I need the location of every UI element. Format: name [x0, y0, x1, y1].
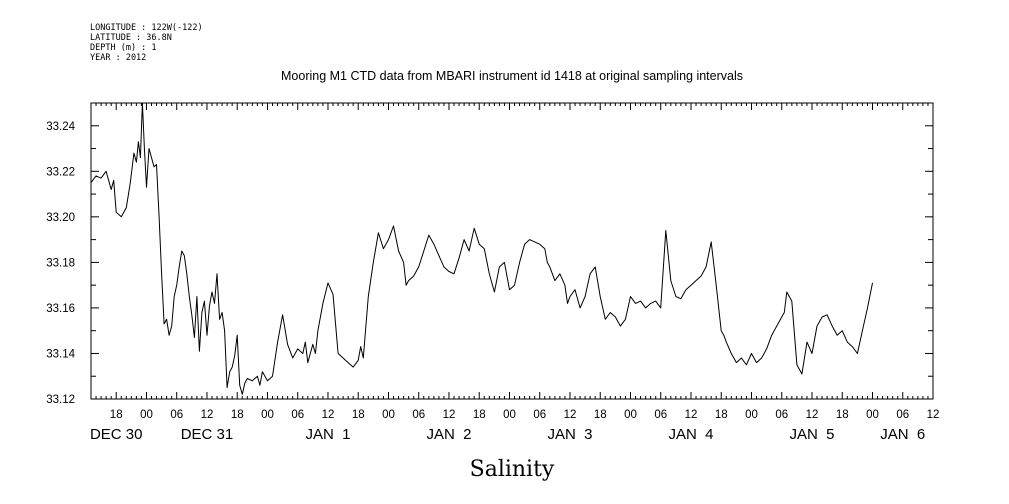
day-label: DEC 30 [90, 426, 143, 443]
x-axis-label: Salinity [470, 457, 555, 482]
x-tick-label: 06 [412, 409, 425, 421]
x-tick-label: 06 [291, 409, 304, 421]
x-tick-label: 06 [170, 409, 183, 421]
plot-frame [90, 102, 934, 400]
x-tick-label: 12 [685, 409, 698, 421]
x-tick-label: 18 [836, 409, 849, 421]
day-label: JAN 2 [426, 426, 471, 443]
x-tick-label: 06 [896, 409, 909, 421]
series-layer [90, 102, 873, 395]
day-label: JAN 5 [789, 426, 834, 443]
salinity-line [90, 102, 873, 395]
x-tick-label: 12 [322, 409, 335, 421]
x-tick-label: 00 [261, 409, 274, 421]
y-tick-label: 33.24 [46, 121, 75, 133]
x-tick-label: 00 [503, 409, 516, 421]
axes-layer: 33.12 33.14 33.16 33.18 33.20 33.22 33.24 18 00 0… [46, 102, 940, 443]
x-tick-label: 00 [745, 409, 758, 421]
y-tick-label: 33.12 [46, 394, 75, 406]
x-tick-label: 12 [927, 409, 940, 421]
year-label: YEAR : 2012 [90, 53, 146, 63]
y-tick-label: 33.14 [46, 348, 75, 360]
day-label: DEC 31 [181, 426, 234, 443]
x-tick-label: 00 [866, 409, 879, 421]
day-label: JAN 3 [547, 426, 592, 443]
longitude-label: LONGITUDE : 122W(-122) [90, 23, 203, 33]
x-tick-label: 18 [110, 409, 123, 421]
y-tick-label: 33.20 [46, 212, 75, 224]
x-tick-label: 18 [473, 409, 486, 421]
x-tick-label: 18 [352, 409, 365, 421]
day-label: JAN 4 [668, 426, 713, 443]
x-tick-label: 00 [624, 409, 637, 421]
y-tick-label: 33.18 [46, 257, 75, 269]
x-tick-label: 18 [594, 409, 607, 421]
latitude-label: LATITUDE : 36.8N [90, 33, 172, 43]
depth-label: DEPTH (m) : 1 [90, 43, 157, 53]
x-tick-label: 06 [775, 409, 788, 421]
x-tick-label: 06 [654, 409, 667, 421]
chart-title: Mooring M1 CTD data from MBARI instrumen… [281, 69, 743, 83]
x-tick-label: 00 [382, 409, 395, 421]
x-tick-label: 12 [806, 409, 819, 421]
y-tick-label: 33.16 [46, 303, 75, 315]
x-tick-label: 12 [201, 409, 214, 421]
x-tick-label: 12 [564, 409, 577, 421]
x-tick-label: 00 [140, 409, 153, 421]
x-tick-label: 12 [443, 409, 456, 421]
y-tick-label: 33.22 [46, 166, 75, 178]
day-label: JAN 6 [880, 426, 925, 443]
x-tick-label: 18 [715, 409, 728, 421]
x-tick-label: 06 [533, 409, 546, 421]
day-label: JAN 1 [305, 426, 350, 443]
x-tick-label: 18 [231, 409, 244, 421]
